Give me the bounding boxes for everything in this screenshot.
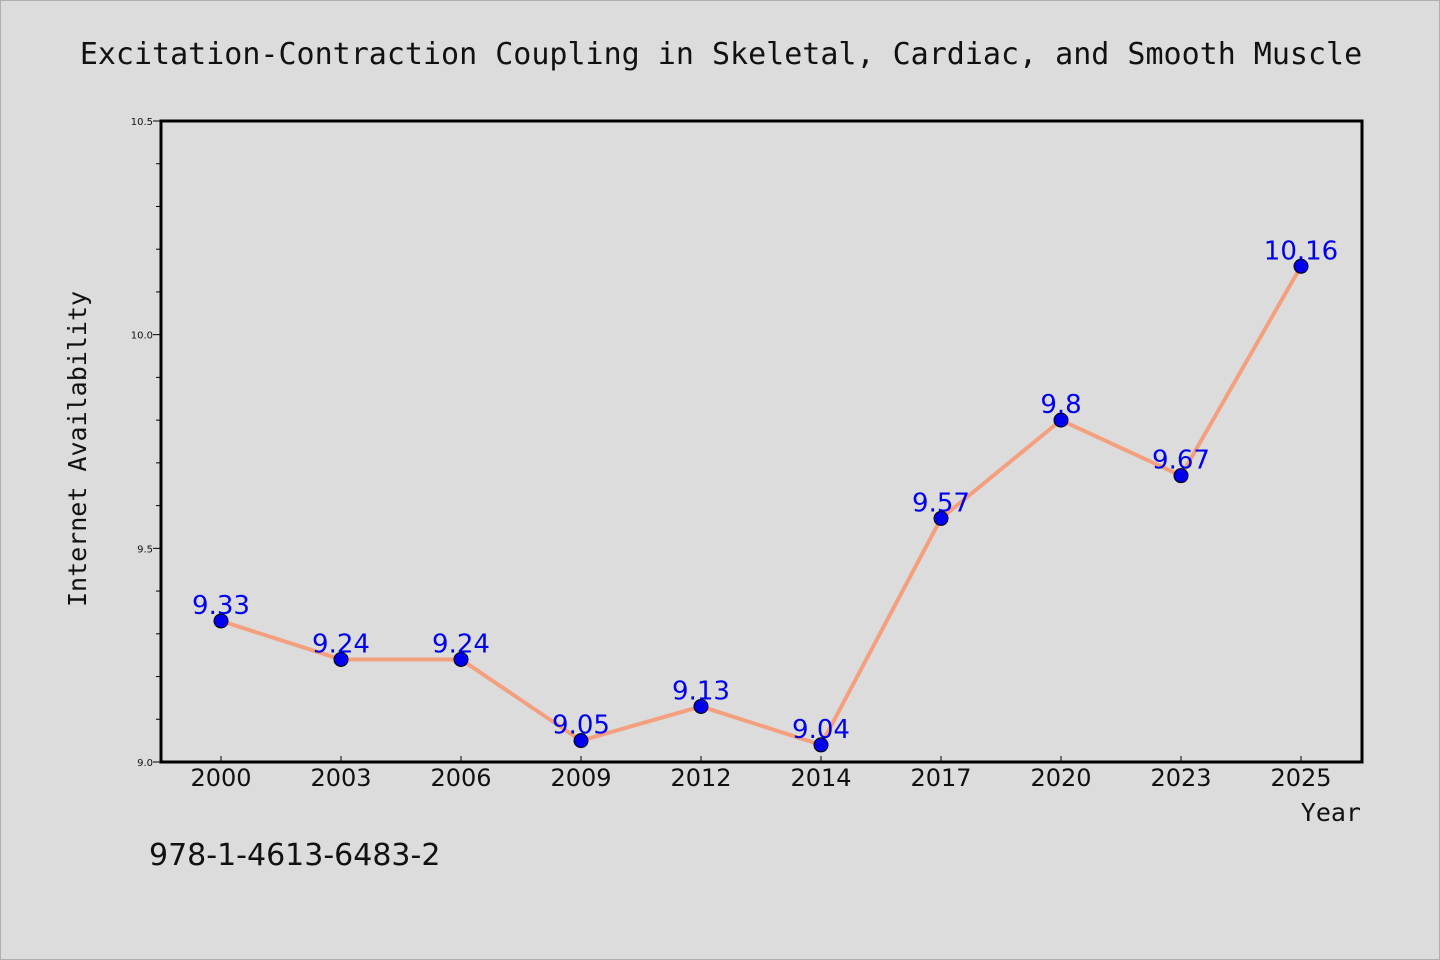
data-point: [813, 737, 829, 753]
data-point: [573, 733, 589, 749]
data-point: [1053, 412, 1069, 428]
data-point: [1173, 468, 1189, 484]
data-label: 9.57: [912, 488, 970, 518]
y-axis-label: Internet Availability: [63, 291, 92, 607]
data-point: [333, 651, 349, 667]
data-label: 9.04: [792, 715, 850, 745]
data-point: [1293, 258, 1309, 274]
x-tick-label: 2003: [310, 764, 371, 792]
y-tick-label: 10.0: [131, 331, 153, 342]
data-label: 9.13: [672, 676, 730, 706]
data-label: 9.24: [312, 629, 370, 659]
data-labels: 9.33 9.24 9.24 9.05 9.13 9.04 9.57 9.8 9.67 10.16: [192, 236, 1338, 745]
data-label: 9.33: [192, 591, 250, 621]
data-label: 9.8: [1040, 390, 1081, 420]
data-points: [213, 258, 1309, 753]
data-label: 9.67: [1152, 446, 1210, 476]
x-tick-label: 2017: [910, 764, 971, 792]
x-axis-label: Year: [1301, 798, 1361, 827]
isbn-text: 978-1-4613-6483-2: [149, 838, 440, 873]
x-tick-label: 2025: [1270, 764, 1331, 792]
x-tick-label: 2009: [550, 764, 611, 792]
x-tick-label: 2023: [1150, 764, 1211, 792]
series-line: [220, 265, 1303, 747]
x-tick-label: 2012: [670, 764, 731, 792]
data-label: 9.05: [552, 711, 610, 741]
data-label: 10.16: [1264, 236, 1338, 266]
data-point: [693, 698, 709, 714]
chart-title: Excitation-Contraction Coupling in Skele…: [80, 37, 1362, 72]
y-tick-label: 10.5: [131, 117, 153, 128]
x-tick-label: 2020: [1030, 764, 1091, 792]
x-tick-label: 2000: [190, 764, 251, 792]
data-point: [933, 510, 949, 526]
x-axis: 2000 2003 2006 2009 2012 2014 2017 2020 2023 2025: [190, 756, 1332, 792]
data-point: [453, 651, 469, 667]
y-axis: 9.0 9.5 10.0 10.5: [131, 117, 161, 769]
plot-frame: [159, 119, 1364, 764]
data-point: [213, 613, 229, 629]
data-label: 9.24: [432, 629, 490, 659]
y-tick-label: 9.5: [137, 544, 153, 555]
x-tick-label: 2006: [430, 764, 491, 792]
x-tick-label: 2014: [790, 764, 851, 792]
y-tick-label: 9.0: [137, 758, 153, 769]
